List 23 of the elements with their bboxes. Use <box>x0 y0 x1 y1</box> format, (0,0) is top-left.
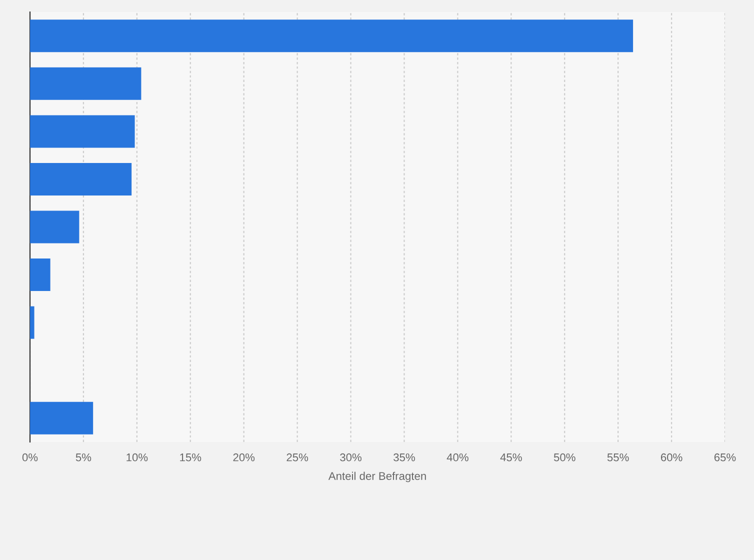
x-tick-label: 20% <box>233 453 255 462</box>
x-axis-title: Anteil der Befragten <box>328 472 426 482</box>
x-tick-label: 55% <box>607 453 629 462</box>
x-tick-label: 45% <box>500 453 522 462</box>
bar <box>30 115 135 148</box>
x-tick-label: 30% <box>340 453 362 462</box>
x-tick-label: 60% <box>660 453 682 462</box>
x-tick-label: 15% <box>180 453 202 462</box>
x-tick-label: 25% <box>286 453 308 462</box>
x-tick-label: 50% <box>554 453 576 462</box>
bar <box>30 258 50 292</box>
bar <box>30 402 94 434</box>
x-tick-label: 0% <box>22 453 38 462</box>
x-tick-label: 5% <box>76 453 92 462</box>
x-tick-label: 10% <box>126 453 148 462</box>
x-tick-label: 35% <box>394 453 415 462</box>
x-tick-label: 40% <box>446 453 468 462</box>
bar <box>30 67 142 100</box>
x-tick-label: 65% <box>714 453 736 462</box>
bar <box>30 210 80 244</box>
bar <box>30 306 34 339</box>
bar <box>30 162 132 196</box>
bar <box>30 20 634 52</box>
